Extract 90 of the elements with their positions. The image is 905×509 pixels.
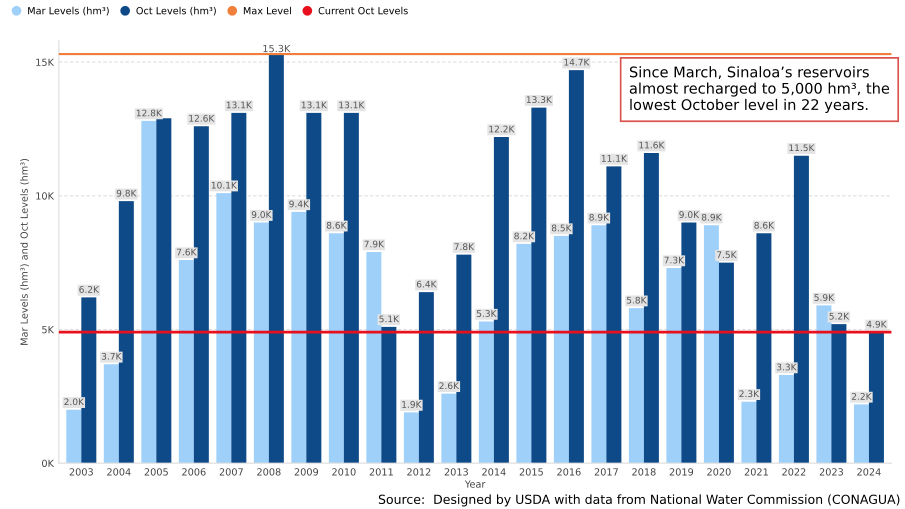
data-label: 9.8K [116, 190, 137, 197]
x-tick-label: 2014 [482, 468, 506, 476]
x-tick-label: 2021 [744, 468, 768, 476]
bar [628, 308, 644, 464]
x-tick-label: 2019 [670, 468, 694, 476]
x-tick-label: 2003 [70, 468, 93, 476]
legend-label: Max Level [244, 6, 291, 14]
data-label: 8.6K [326, 222, 347, 229]
data-label: 4.9K [866, 320, 887, 328]
bar [441, 394, 456, 464]
bar [591, 225, 606, 464]
annotation: 15.3K [263, 44, 291, 52]
data-label: 13.1K [302, 102, 328, 108]
data-label: 7.3K [664, 256, 684, 264]
x-tick-label: 2023 [820, 468, 844, 476]
data-label: 9.4K [289, 200, 310, 208]
annotation: Since March, Sinaloa’s reservoirs almost recharged to 5,000 hm³, the lowest October level in 22 years. [630, 66, 890, 113]
data-label: 3.7K [102, 352, 122, 360]
bar [741, 402, 756, 464]
data-label: 13.1K [339, 102, 365, 108]
x-tick-label: 2010 [332, 468, 356, 476]
data-label: 13.3K [526, 96, 552, 104]
y-tick-label: 0K [42, 460, 54, 468]
data-label: 8.6K [754, 222, 774, 229]
data-label: 2.3K [739, 390, 760, 398]
legend-label: Current Oct Levels [318, 6, 408, 14]
x-tick-label: 2017 [594, 468, 618, 476]
data-label: 11.6K [639, 142, 665, 148]
data-label: 5.2K [829, 312, 850, 320]
data-label: 12.6K [189, 114, 215, 122]
y-tick-label: 5K [42, 326, 54, 334]
data-label: 5.8K [626, 296, 647, 304]
data-label: 8.9K [589, 214, 610, 221]
data-label: 5.3K [476, 310, 497, 317]
bar [666, 268, 682, 464]
data-label: 3.3K [776, 364, 797, 370]
legend-label: Oct Levels (hm³) [136, 6, 216, 16]
data-label: 8.9K [702, 214, 722, 221]
data-label: 12.2K [489, 126, 515, 132]
x-tick-label: 2022 [782, 468, 806, 476]
x-tick-label: 2024 [857, 468, 881, 476]
data-label: 7.6K [176, 248, 197, 256]
data-label: 5.1K [379, 316, 400, 322]
x-tick-label: 2006 [182, 468, 206, 476]
bar [831, 324, 846, 464]
data-label: 6.4K [416, 280, 437, 288]
source-note: Source: Designed by USDA with data from National Water Commission (CONAGUA) [378, 494, 900, 506]
bar [156, 118, 172, 464]
data-label: 6.2K [79, 286, 100, 293]
x-tick-label: 2004 [107, 468, 131, 476]
bar [216, 193, 232, 464]
x-tick-label: 2016 [557, 468, 581, 476]
x-tick-label: 2007 [220, 468, 243, 476]
data-label: 2.6K [439, 382, 460, 390]
data-label: 13.1K [226, 102, 252, 108]
data-label: 2.0K [64, 398, 84, 406]
data-label: 11.1K [602, 155, 628, 162]
data-label: 11.5K [789, 144, 815, 152]
data-label: 10.1K [212, 182, 238, 189]
data-label: 1.9K [402, 401, 422, 408]
bar [704, 225, 719, 464]
y-axis-title: Mar Levels (hm³) and Oct Levels (hm³) [20, 158, 29, 345]
data-label: 7.5K [717, 251, 737, 258]
bar [328, 233, 344, 464]
x-tick-label: 2009 [294, 468, 318, 476]
y-tick-label: 15K [36, 58, 54, 66]
x-tick-label: 2015 [520, 468, 543, 476]
x-tick-label: 2020 [707, 468, 731, 476]
x-tick-label: 2011 [370, 468, 393, 476]
x-tick-label: 2008 [257, 468, 281, 476]
x-tick-label: 2005 [144, 468, 168, 476]
data-label: 7.9K [364, 240, 384, 248]
data-label: 5.9K [814, 294, 834, 301]
y-tick-label: 10K [36, 192, 54, 200]
data-label: 8.5K [552, 224, 572, 232]
bar [66, 410, 82, 464]
data-label: 2.2K [852, 393, 872, 400]
x-tick-label: 2013 [444, 468, 468, 476]
x-axis-title: Year [464, 480, 486, 488]
x-tick-label: 2018 [632, 468, 656, 476]
data-label: 8.2K [514, 232, 534, 240]
data-label: 7.8K [454, 243, 474, 250]
data-label: 9.0K [252, 211, 272, 218]
bar [718, 262, 734, 464]
data-label: 14.7K [564, 58, 590, 66]
data-label: 9.0K [679, 211, 700, 218]
legend-label: Mar Levels (hm³) [28, 6, 109, 16]
data-label: 12.8K [136, 110, 162, 116]
x-tick-label: 2012 [407, 468, 430, 476]
bar [254, 222, 269, 464]
